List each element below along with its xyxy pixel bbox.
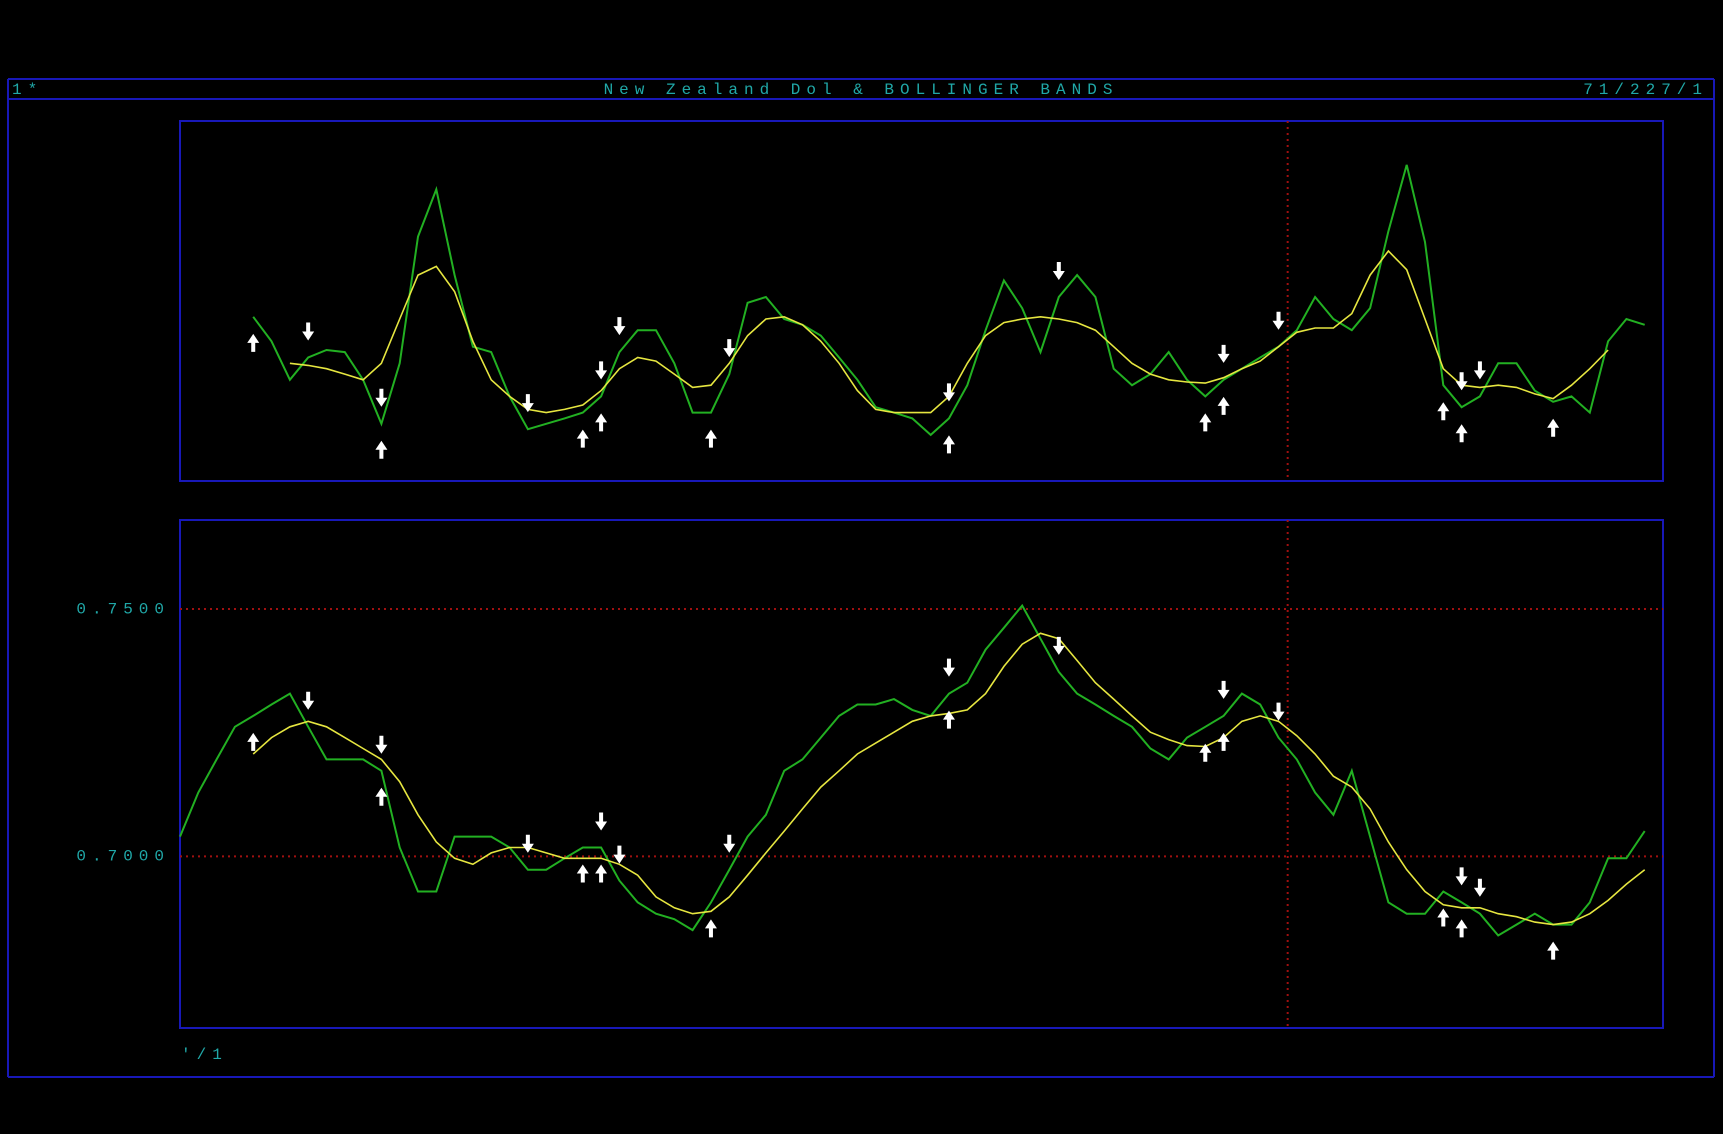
sell-arrow: [521, 394, 534, 413]
buy-arrow: [1199, 743, 1212, 762]
title: New Zealand Dol & BOLLINGER BANDS: [604, 81, 1119, 99]
buy-arrow: [1217, 732, 1230, 751]
buy-arrow: [375, 440, 388, 459]
buy-arrow: [704, 429, 717, 448]
sell-arrow: [613, 317, 626, 336]
panel-frame: [179, 120, 1664, 482]
sell-arrow: [942, 383, 955, 402]
sell-arrow: [1272, 702, 1285, 721]
buy-arrow: [595, 413, 608, 432]
sell-arrow: [595, 361, 608, 380]
sell-arrow: [1052, 636, 1065, 655]
buy-arrow: [1547, 941, 1560, 960]
panel-frame: [179, 519, 1664, 1029]
footer-label: '/1: [181, 1046, 228, 1064]
buy-arrow: [1217, 396, 1230, 415]
buy-arrow: [704, 919, 717, 938]
sell-arrow: [1217, 680, 1230, 699]
series-line: [252, 164, 1646, 437]
header-left: 1*: [12, 81, 43, 99]
sell-arrow: [1455, 867, 1468, 886]
sell-arrow: [595, 812, 608, 831]
sell-arrow: [613, 845, 626, 864]
sell-arrow: [942, 658, 955, 677]
buy-arrow: [595, 864, 608, 883]
buy-arrow: [1547, 418, 1560, 437]
buy-arrow: [942, 435, 955, 454]
buy-arrow: [375, 787, 388, 806]
buy-arrow: [576, 429, 589, 448]
sell-arrow: [302, 691, 315, 710]
buy-arrow: [1437, 908, 1450, 927]
sell-arrow: [1473, 878, 1486, 897]
sell-arrow: [521, 834, 534, 853]
buy-arrow: [247, 333, 260, 352]
buy-arrow: [1199, 413, 1212, 432]
sell-arrow: [1217, 344, 1230, 363]
sell-arrow: [1455, 372, 1468, 391]
sell-arrow: [375, 388, 388, 407]
buy-arrow: [1437, 402, 1450, 421]
buy-arrow: [247, 732, 260, 751]
sell-arrow: [723, 339, 736, 358]
buy-arrow: [1455, 424, 1468, 443]
sell-arrow: [723, 834, 736, 853]
buy-arrow: [942, 710, 955, 729]
buy-arrow: [1455, 919, 1468, 938]
sell-arrow: [1473, 361, 1486, 380]
sell-arrow: [302, 322, 315, 341]
sell-arrow: [1272, 311, 1285, 330]
buy-arrow: [576, 864, 589, 883]
header-right: 71/227/1: [1583, 81, 1708, 99]
y-tick-label: 0.7000: [76, 848, 170, 866]
sell-arrow: [1052, 262, 1065, 281]
y-tick-label: 0.7500: [76, 600, 170, 618]
sell-arrow: [375, 735, 388, 754]
series-line: [179, 603, 1646, 937]
